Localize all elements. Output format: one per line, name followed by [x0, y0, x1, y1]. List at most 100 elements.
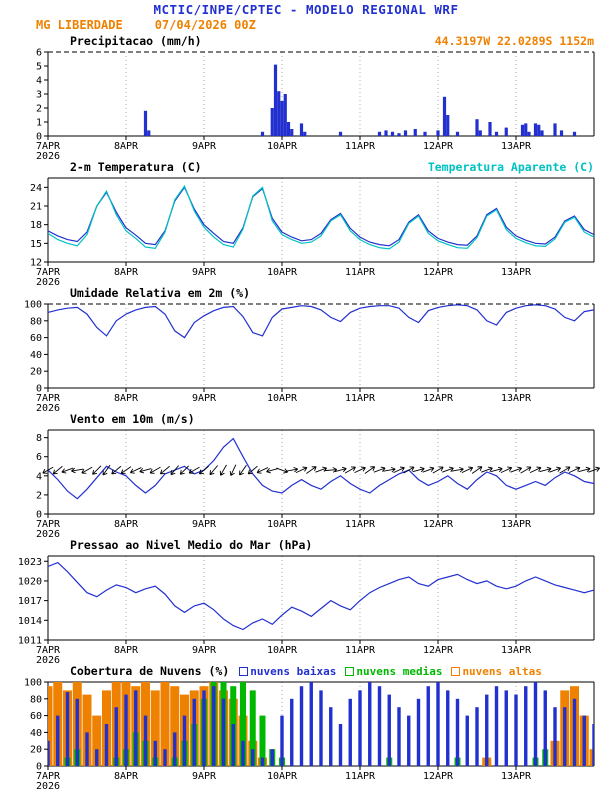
svg-text:18: 18 — [30, 220, 42, 231]
svg-text:12APR: 12APR — [423, 141, 454, 152]
svg-text:9APR: 9APR — [192, 267, 217, 278]
svg-text:21: 21 — [30, 202, 42, 213]
svg-text:60: 60 — [30, 711, 42, 722]
svg-text:12APR: 12APR — [423, 771, 454, 782]
svg-text:8APR: 8APR — [114, 393, 139, 404]
svg-text:13APR: 13APR — [501, 645, 532, 656]
svg-text:11APR: 11APR — [345, 645, 376, 656]
svg-text:11APR: 11APR — [345, 771, 376, 782]
pressure-chart: 7APR 8APR 9APR 10APR 11APR 12APR 13APR 2026 1011… — [18, 555, 595, 664]
humidity-chart: 7APR 8APR 9APR 10APR 11APR 12APR 13APR 2026 0 20 4… — [24, 300, 595, 412]
svg-text:2026: 2026 — [36, 529, 60, 538]
svg-text:10APR: 10APR — [267, 519, 298, 530]
svg-text:12APR: 12APR — [423, 393, 454, 404]
svg-text:20: 20 — [30, 745, 42, 756]
svg-text:40: 40 — [30, 350, 42, 361]
wind-chart: 7APR 8APR 9APR 10APR 11APR 12APR 13APR 2026 0 2 4 6… — [36, 429, 600, 538]
svg-text:2026: 2026 — [36, 781, 60, 790]
svg-text:60: 60 — [30, 333, 42, 344]
cloud-legend: nuvens baixas nuvens medias nuvens altas — [239, 665, 542, 678]
legend-item-low-clouds: nuvens baixas — [239, 665, 336, 678]
header-subtitle: MG LIBERDADE 07/04/2026 00Z — [0, 18, 612, 34]
apparent-temperature-label: Temperatura Aparente (C) — [427, 160, 594, 174]
high-clouds-swatch-icon — [451, 666, 461, 676]
svg-text:11APR: 11APR — [345, 141, 376, 152]
svg-text:0: 0 — [36, 384, 42, 395]
legend-label-high-clouds: nuvens altas — [462, 664, 542, 678]
svg-text:8APR: 8APR — [114, 141, 139, 152]
svg-text:10APR: 10APR — [267, 141, 298, 152]
svg-text:9APR: 9APR — [192, 645, 217, 656]
svg-text:1017: 1017 — [18, 596, 42, 607]
svg-text:13APR: 13APR — [501, 141, 532, 152]
svg-text:7APR: 7APR — [36, 393, 61, 404]
svg-text:1014: 1014 — [18, 616, 42, 627]
svg-text:7APR: 7APR — [36, 519, 61, 530]
svg-text:80: 80 — [30, 316, 42, 327]
svg-text:4: 4 — [36, 76, 42, 87]
svg-text:12APR: 12APR — [423, 645, 454, 656]
svg-text:5: 5 — [36, 62, 42, 73]
svg-text:10APR: 10APR — [267, 771, 298, 782]
header-title: MCTIC/INPE/CPTEC - MODELO REGIONAL WRF — [153, 2, 459, 17]
legend-item-mid-clouds: nuvens medias — [345, 665, 442, 678]
svg-text:8APR: 8APR — [114, 771, 139, 782]
svg-text:2026: 2026 — [36, 151, 60, 160]
svg-text:13APR: 13APR — [501, 519, 532, 530]
svg-text:0: 0 — [36, 132, 42, 143]
svg-text:100: 100 — [24, 678, 42, 689]
temperature-chart: 7APR 8APR 9APR 10APR 11APR 12APR 13APR 2026 12 15… — [30, 177, 595, 286]
cloud-cover-chart: 7APR 8APR 9APR 10APR 11APR 12APR 13APR 2026 0 20 4… — [24, 678, 595, 790]
station-label: MG LIBERDADE — [36, 18, 123, 32]
svg-text:7APR: 7APR — [36, 141, 61, 152]
svg-text:15: 15 — [30, 239, 42, 250]
panel-title-precipitation: Precipitacao (mm/h) — [70, 34, 202, 48]
panel-precipitation: Precipitacao (mm/h) 44.3197W 22.0289S 11… — [0, 34, 612, 160]
svg-text:10APR: 10APR — [267, 393, 298, 404]
svg-text:10APR: 10APR — [267, 645, 298, 656]
svg-text:6: 6 — [36, 48, 42, 59]
panel-title-temperature: 2-m Temperatura (C) — [70, 160, 202, 174]
svg-text:12: 12 — [30, 258, 42, 269]
svg-text:12APR: 12APR — [423, 267, 454, 278]
svg-text:1023: 1023 — [18, 557, 42, 568]
svg-text:13APR: 13APR — [501, 393, 532, 404]
svg-text:2026: 2026 — [36, 403, 60, 412]
panel-title-clouds: Cobertura de Nuvens (%) — [70, 664, 230, 678]
svg-text:9APR: 9APR — [192, 141, 217, 152]
svg-text:6: 6 — [36, 452, 42, 463]
svg-text:11APR: 11APR — [345, 519, 376, 530]
run-datetime: 07/04/2026 00Z — [154, 18, 256, 32]
svg-text:2: 2 — [36, 104, 42, 115]
legend-item-high-clouds: nuvens altas — [451, 664, 542, 678]
svg-text:4: 4 — [36, 471, 42, 482]
svg-text:0: 0 — [36, 510, 42, 521]
panel-title-humidity: Umidade Relativa em 2m (%) — [70, 286, 251, 300]
svg-text:12APR: 12APR — [423, 519, 454, 530]
svg-text:80: 80 — [30, 694, 42, 705]
svg-text:10APR: 10APR — [267, 267, 298, 278]
svg-text:2026: 2026 — [36, 655, 60, 664]
svg-text:9APR: 9APR — [192, 519, 217, 530]
svg-text:100: 100 — [24, 300, 42, 311]
svg-text:1020: 1020 — [18, 576, 42, 587]
svg-text:7APR: 7APR — [36, 645, 61, 656]
panel-pressure: Pressao ao Nivel Medio do Mar (hPa) 7APR… — [0, 538, 612, 664]
mid-clouds-swatch-icon — [345, 666, 355, 676]
svg-text:2: 2 — [36, 490, 42, 501]
svg-text:8APR: 8APR — [114, 519, 139, 530]
panel-title-wind: Vento em 10m (m/s) — [70, 412, 195, 426]
svg-text:0: 0 — [36, 762, 42, 773]
svg-text:8APR: 8APR — [114, 267, 139, 278]
svg-text:8: 8 — [36, 433, 42, 444]
svg-text:9APR: 9APR — [192, 393, 217, 404]
svg-text:9APR: 9APR — [192, 771, 217, 782]
svg-text:24: 24 — [30, 183, 42, 194]
panel-title-pressure: Pressao ao Nivel Medio do Mar (hPa) — [70, 538, 313, 552]
svg-text:13APR: 13APR — [501, 267, 532, 278]
svg-text:2026: 2026 — [36, 277, 60, 286]
svg-text:1: 1 — [36, 118, 42, 129]
precipitation-chart: 7APR 8APR 9APR 10APR 11APR 12APR 13APR 2026 0 1 2 3… — [36, 48, 595, 160]
svg-text:11APR: 11APR — [345, 393, 376, 404]
